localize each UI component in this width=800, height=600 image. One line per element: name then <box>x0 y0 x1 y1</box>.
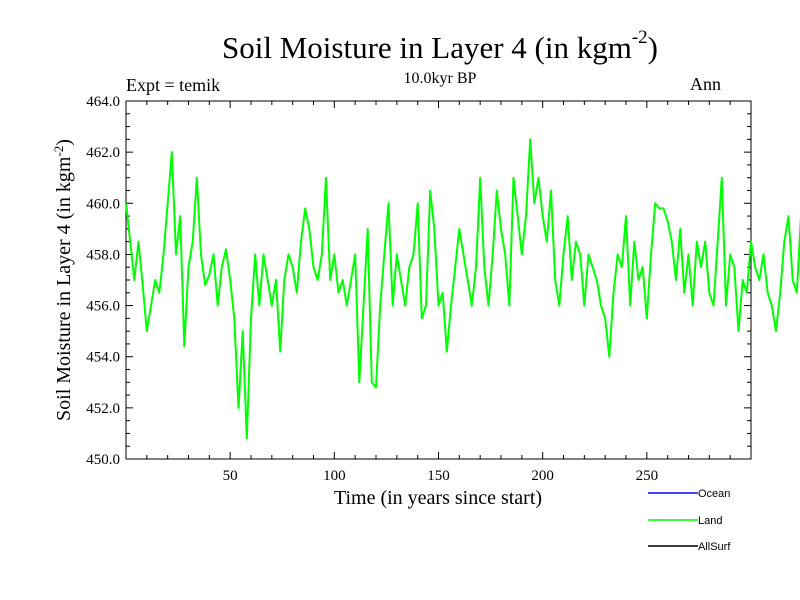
y-tick-label: 464.0 <box>86 94 120 110</box>
y-tick-label: 450.0 <box>86 452 120 468</box>
x-tick-label: 150 <box>427 468 450 484</box>
x-tick-label: 250 <box>636 468 659 484</box>
x-tick-label: 200 <box>531 468 554 484</box>
legend-label-ocean: Ocean <box>698 488 730 500</box>
y-tick-label: 456.0 <box>86 299 120 315</box>
x-axis: 50 100 150 200 250 <box>146 101 731 484</box>
y-tick-label: 460.0 <box>86 196 120 212</box>
period-label: 10.0kyr BP <box>403 70 477 87</box>
season-label: Ann <box>690 74 721 94</box>
legend-label-allsurf: AllSurf <box>698 541 731 553</box>
y-tick-label: 454.0 <box>86 350 120 366</box>
x-tick-label: 100 <box>323 468 346 484</box>
y-tick-label: 458.0 <box>86 247 120 263</box>
experiment-label: Expt = temik <box>126 75 221 95</box>
x-tick-label: 50 <box>223 468 238 484</box>
y-tick-label: 452.0 <box>86 401 120 417</box>
chart-title: Soil Moisture in Layer 4 (in kgm-2) <box>222 26 658 65</box>
series-line-land <box>125 138 800 440</box>
y-tick-label: 462.0 <box>86 145 120 161</box>
x-axis-label: Time (in years since start) <box>334 487 542 509</box>
y-axis-label: Soil Moisture in Layer 4 (in kgm-2) <box>51 139 75 421</box>
legend: Ocean Land AllSurf <box>648 488 731 553</box>
y-axis: 450.0 452.0 454.0 456.0 458.0 460.0 462.0 464.0 <box>86 94 751 468</box>
series-group <box>125 138 800 440</box>
legend-label-land: Land <box>698 515 722 527</box>
